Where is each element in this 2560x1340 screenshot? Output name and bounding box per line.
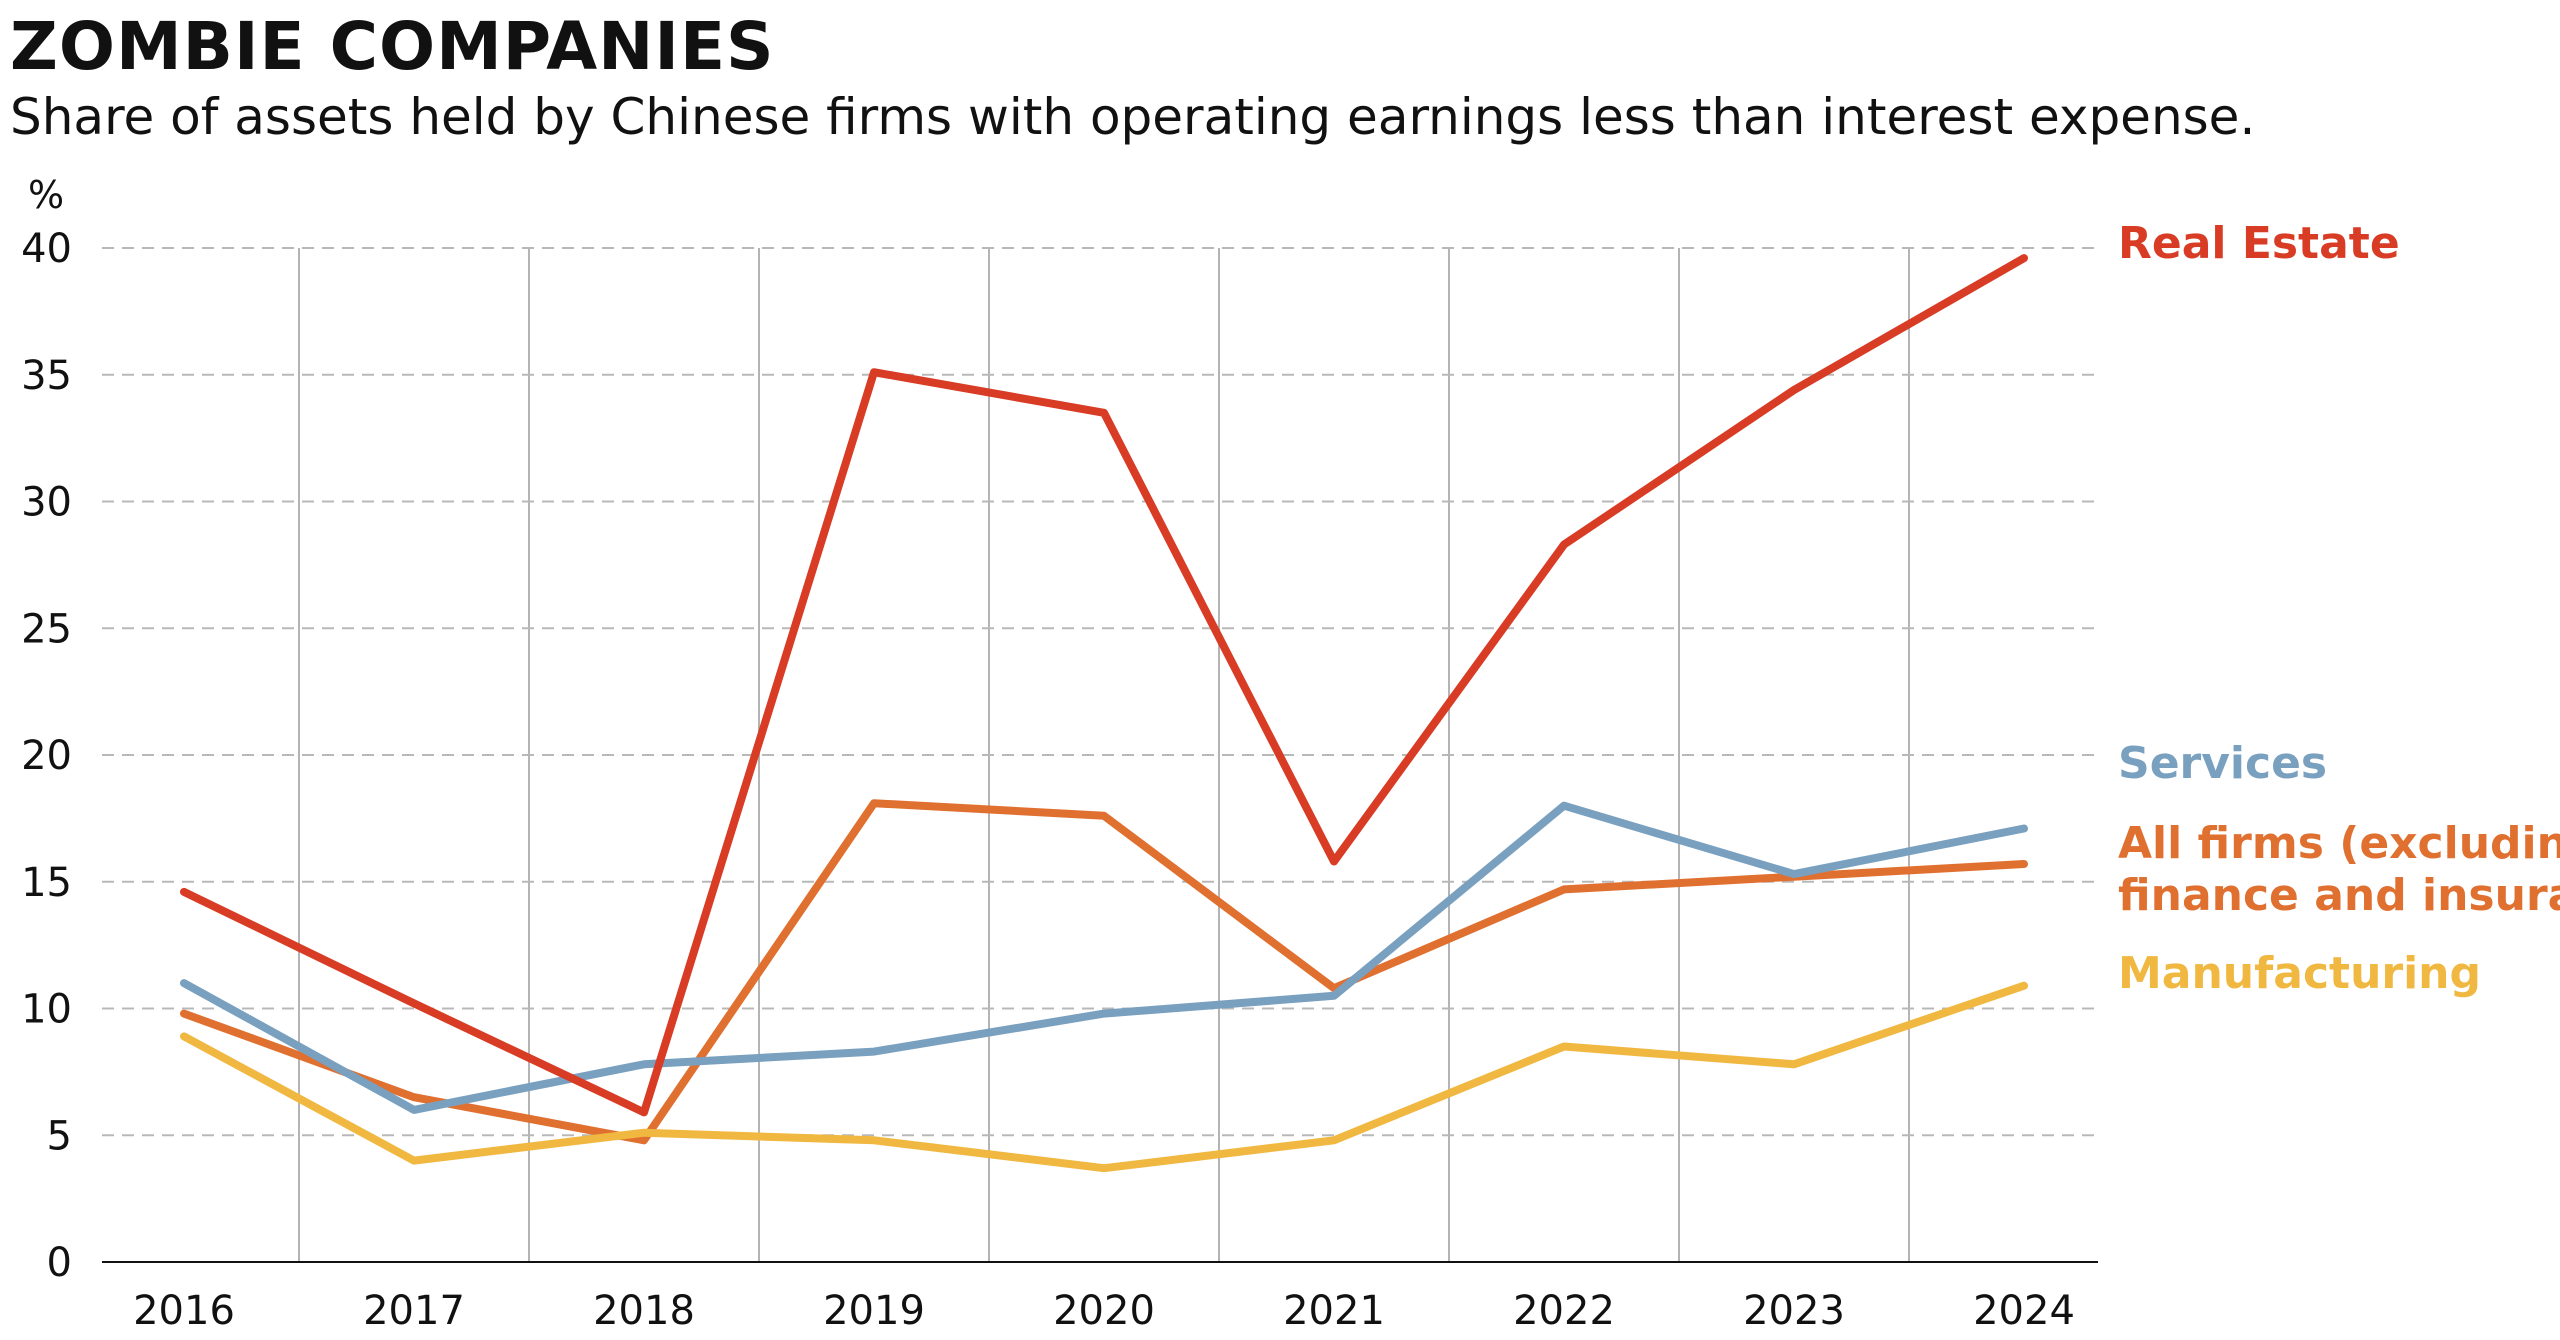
y-tick-label: 0 bbox=[47, 1240, 72, 1286]
x-tick-label: 2019 bbox=[823, 1288, 925, 1334]
x-axis-tick-labels: 2016 2017 2018 2019 2020 2021 2022 2023 2024 bbox=[133, 1288, 2075, 1334]
y-tick-label: 10 bbox=[21, 987, 72, 1033]
y-axis-unit-label: % bbox=[28, 173, 64, 217]
series-label-line: Real Estate bbox=[2118, 218, 2400, 269]
series-label-line: Services bbox=[2118, 738, 2327, 789]
series-line-manufacturing bbox=[180, 981, 2028, 1173]
y-tick-label: 30 bbox=[21, 480, 72, 526]
series-label: Real Estate bbox=[2118, 218, 2400, 269]
series-line-services bbox=[180, 801, 2028, 1114]
chart-subtitle: Share of assets held by Chinese firms wi… bbox=[10, 88, 2256, 146]
y-tick-label: 35 bbox=[21, 353, 72, 399]
x-tick-label: 2016 bbox=[133, 1288, 235, 1334]
x-tick-label: 2017 bbox=[363, 1288, 465, 1334]
y-tick-label: 25 bbox=[21, 606, 72, 652]
y-axis-tick-labels: 0 5 10 15 20 25 30 35 40 bbox=[21, 226, 72, 1286]
series-label-line: Manufacturing bbox=[2118, 948, 2481, 999]
series-line-all-firms-excluding-finance-and-insurance bbox=[180, 799, 2028, 1145]
x-tick-label: 2020 bbox=[1053, 1288, 1155, 1334]
series-label: Manufacturing bbox=[2118, 948, 2481, 999]
x-tick-label: 2021 bbox=[1283, 1288, 1385, 1334]
y-tick-label: 20 bbox=[21, 733, 72, 779]
series-labels: Real Estate Services All firms (excluding f… bbox=[2118, 218, 2560, 999]
x-tick-label: 2018 bbox=[593, 1288, 695, 1334]
y-tick-label: 40 bbox=[21, 226, 72, 272]
x-tick-label: 2023 bbox=[1743, 1288, 1845, 1334]
horizontal-gridlines bbox=[102, 247, 2098, 1137]
series-label: Services bbox=[2118, 738, 2327, 789]
x-tick-label: 2022 bbox=[1513, 1288, 1615, 1334]
y-tick-label: 15 bbox=[21, 860, 72, 906]
series-label-line: All firms (excluding bbox=[2118, 818, 2560, 869]
series-lines bbox=[180, 254, 2028, 1173]
series-line-real-estate bbox=[180, 254, 2028, 1117]
y-tick-label: 5 bbox=[47, 1113, 72, 1159]
x-tick-label: 2024 bbox=[1973, 1288, 2075, 1334]
series-label-line: finance and insurance) bbox=[2118, 870, 2560, 921]
chart-title: ZOMBIE COMPANIES bbox=[10, 8, 775, 85]
